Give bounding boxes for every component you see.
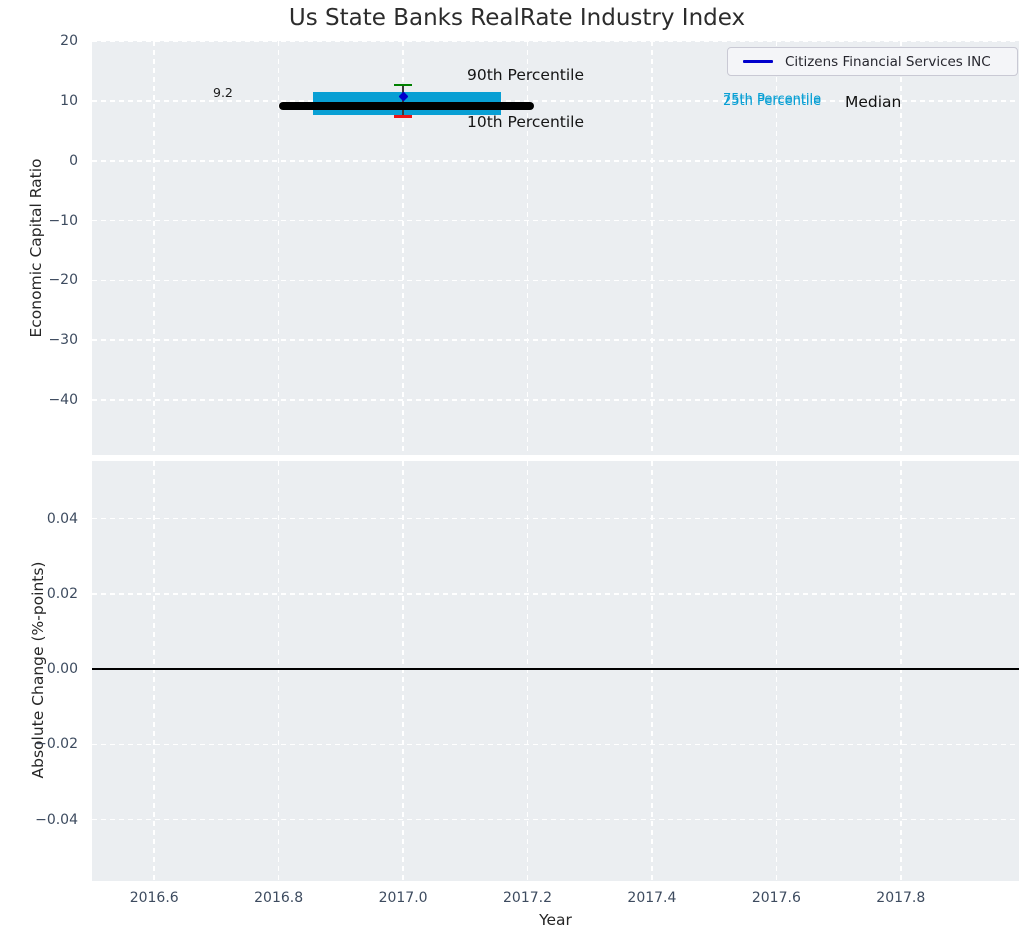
legend-label: Citizens Financial Services INC: [785, 53, 991, 70]
gridline-horizontal: [92, 593, 1019, 595]
chart-title: Us State Banks RealRate Industry Index: [288, 5, 746, 31]
gridline-horizontal: [92, 339, 1019, 341]
gridline-vertical: [651, 461, 653, 881]
y-tick-label: 10: [60, 93, 78, 110]
gridline-horizontal: [92, 279, 1019, 282]
p90-cap: [394, 83, 413, 87]
p10-annotation: 10th Percentile: [467, 113, 585, 131]
x-tick-label: 2017.4: [627, 890, 677, 906]
p75-annotation: 75th Percentile: [723, 92, 822, 107]
gridline-vertical: [526, 461, 529, 881]
x-tick-label: 2017.6: [751, 890, 801, 906]
zero-line: [92, 668, 1019, 671]
y-tick-label: 0.04: [46, 510, 78, 527]
gridline-horizontal: [92, 219, 1019, 222]
gridline-horizontal: [92, 399, 1019, 401]
legend-line-swatch: [743, 60, 773, 63]
y-tick-label: 0.02: [46, 585, 78, 602]
gridline-horizontal: [92, 517, 1019, 520]
gridline-horizontal: [92, 160, 1019, 162]
y-tick-label: −0.04: [35, 811, 78, 828]
gridline-vertical: [775, 461, 778, 881]
gridline-vertical: [651, 41, 653, 455]
y-tick-label: −20: [48, 272, 78, 289]
p10-cap: [394, 115, 413, 118]
legend: Citizens Financial Services INC: [727, 47, 1018, 76]
gridline-vertical: [402, 41, 404, 455]
x-tick-label: 2016.8: [254, 890, 304, 906]
y-tick-label: −30: [48, 332, 78, 349]
p25-annotation: 25th Percentile: [723, 94, 822, 109]
y-tick-label: 0.00: [46, 661, 78, 678]
gridline-horizontal: [92, 743, 1019, 746]
x-tick-label: 2017.2: [503, 890, 552, 906]
p90-annotation: 90th Percentile: [467, 66, 585, 84]
gridline-vertical: [900, 461, 902, 881]
y-tick-label: −40: [48, 391, 78, 408]
x-tick-label: 2016.6: [129, 890, 179, 906]
bottom-plot-panel: [92, 461, 1019, 881]
gridline-vertical: [153, 461, 155, 881]
company-value-annotation: 9.2: [213, 85, 233, 100]
x-axis-label: Year: [539, 911, 572, 929]
gridline-vertical: [775, 41, 778, 455]
y-tick-label: 0: [69, 152, 78, 169]
x-tick-label: 2017.0: [378, 890, 428, 906]
gridline-horizontal: [92, 818, 1019, 821]
y-tick-label: −10: [48, 212, 78, 229]
gridline-horizontal: [92, 100, 1019, 102]
median-annotation: Median: [845, 93, 902, 111]
top-plot-panel: [92, 41, 1019, 455]
gridline-vertical: [277, 41, 280, 455]
gridline-vertical: [526, 41, 529, 455]
x-tick-label: 2017.8: [876, 890, 926, 906]
y-tick-label: −0.02: [35, 736, 78, 753]
y-axis-label-top: Economic Capital Ratio: [27, 158, 45, 338]
y-tick-label: 20: [60, 33, 78, 50]
gridline-vertical: [402, 461, 404, 881]
gridline-vertical: [277, 461, 280, 881]
gridline-vertical: [900, 41, 902, 455]
median-line: [278, 101, 534, 110]
gridline-horizontal: [92, 41, 1019, 43]
gridline-vertical: [153, 41, 155, 455]
